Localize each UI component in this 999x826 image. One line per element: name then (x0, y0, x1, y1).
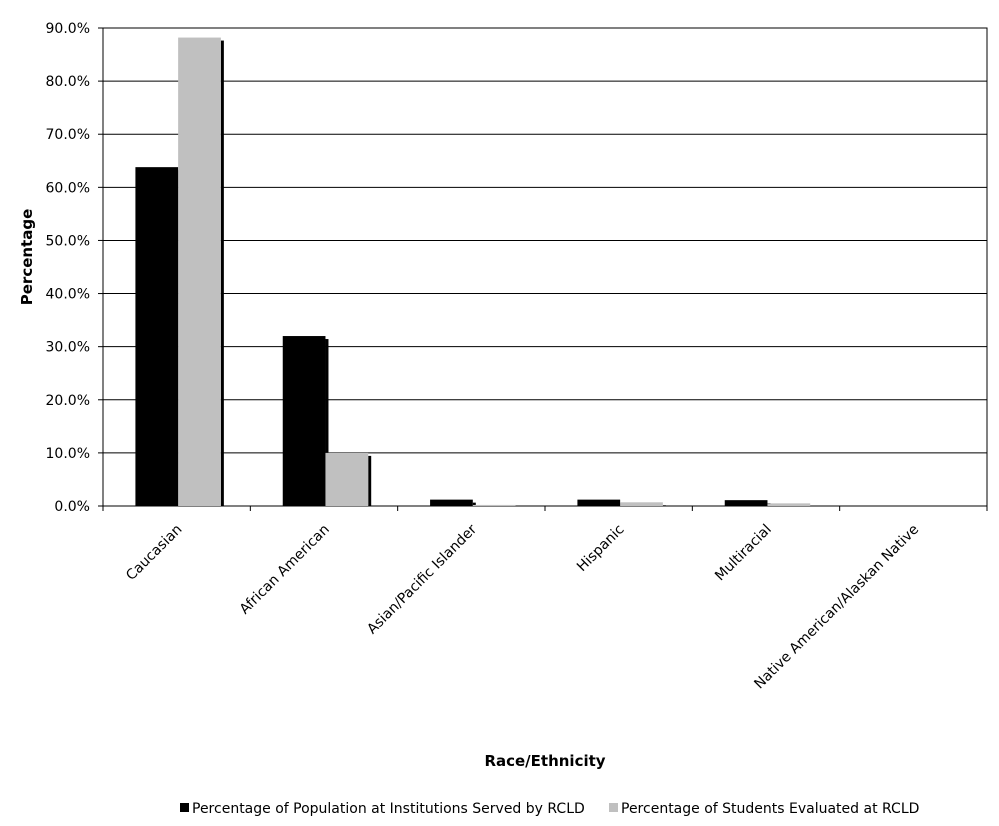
y-tick-label: 50.0% (46, 233, 90, 249)
bar-shadow (325, 339, 329, 506)
bar-face (325, 452, 369, 506)
bar-face (178, 37, 221, 507)
legend-swatch-series-2 (609, 803, 618, 812)
legend: Percentage of Population at Institutions… (180, 801, 919, 817)
x-tick-label: Native American/Alaskan Native (751, 522, 922, 693)
bar-face (472, 504, 516, 506)
bar-evaluated-1 (325, 452, 372, 506)
y-tick-label: 90.0% (46, 21, 90, 37)
bar-population-2 (430, 499, 476, 506)
bar-face (767, 503, 811, 506)
bar-population-0 (135, 167, 182, 506)
bars (135, 37, 811, 507)
y-tick-label: 20.0% (46, 393, 90, 409)
bar-shadow (368, 455, 372, 506)
x-tick-label: Caucasian (123, 522, 185, 584)
x-axis-title: Race/Ethnicity (484, 752, 605, 770)
bar-evaluated-3 (620, 502, 666, 506)
bar-evaluated-0 (178, 37, 224, 507)
bar-face (724, 500, 768, 506)
bar-evaluated-2 (472, 504, 516, 506)
bar-face (620, 502, 663, 506)
x-tick-label: African American (237, 522, 333, 618)
bar-face (282, 336, 326, 506)
bar-evaluated-4 (767, 503, 811, 506)
plot-area (102, 27, 988, 507)
bar-shadow (220, 40, 224, 507)
bar-face (135, 167, 179, 506)
y-axis-title: Percentage (18, 209, 36, 306)
bar-shadow (662, 505, 666, 506)
x-tick-label: Hispanic (574, 522, 627, 575)
bar-face (430, 499, 473, 506)
legend-swatch-series-1 (180, 803, 189, 812)
bar-population-1 (282, 336, 329, 506)
bar-shadow (472, 502, 476, 506)
gridlines (103, 27, 987, 454)
y-tick-label: 10.0% (46, 446, 90, 462)
y-tick-label: 70.0% (46, 127, 90, 143)
y-tick-label: 80.0% (46, 74, 90, 90)
legend-label-series-1: Percentage of Population at Institutions… (192, 801, 585, 817)
bar-face (577, 499, 621, 506)
y-tick-label: 0.0% (54, 499, 90, 515)
y-axis-ticks: 0.0% 10.0% 20.0% 30.0% 40.0% 50.0% 60.0% 70.0% 8… (46, 21, 103, 515)
bar-population-4 (724, 500, 771, 506)
y-tick-label: 60.0% (46, 180, 90, 196)
x-tick-label: Multiracial (712, 522, 775, 585)
x-axis-ticks: Caucasian African American Asian/Pacific I… (102, 506, 988, 693)
x-tick-label: Asian/Pacific Islander (364, 521, 480, 637)
y-tick-label: 30.0% (46, 340, 90, 356)
y-tick-label: 40.0% (46, 287, 90, 303)
bar-population-3 (577, 499, 624, 506)
legend-label-series-2: Percentage of Students Evaluated at RCLD (621, 801, 919, 817)
